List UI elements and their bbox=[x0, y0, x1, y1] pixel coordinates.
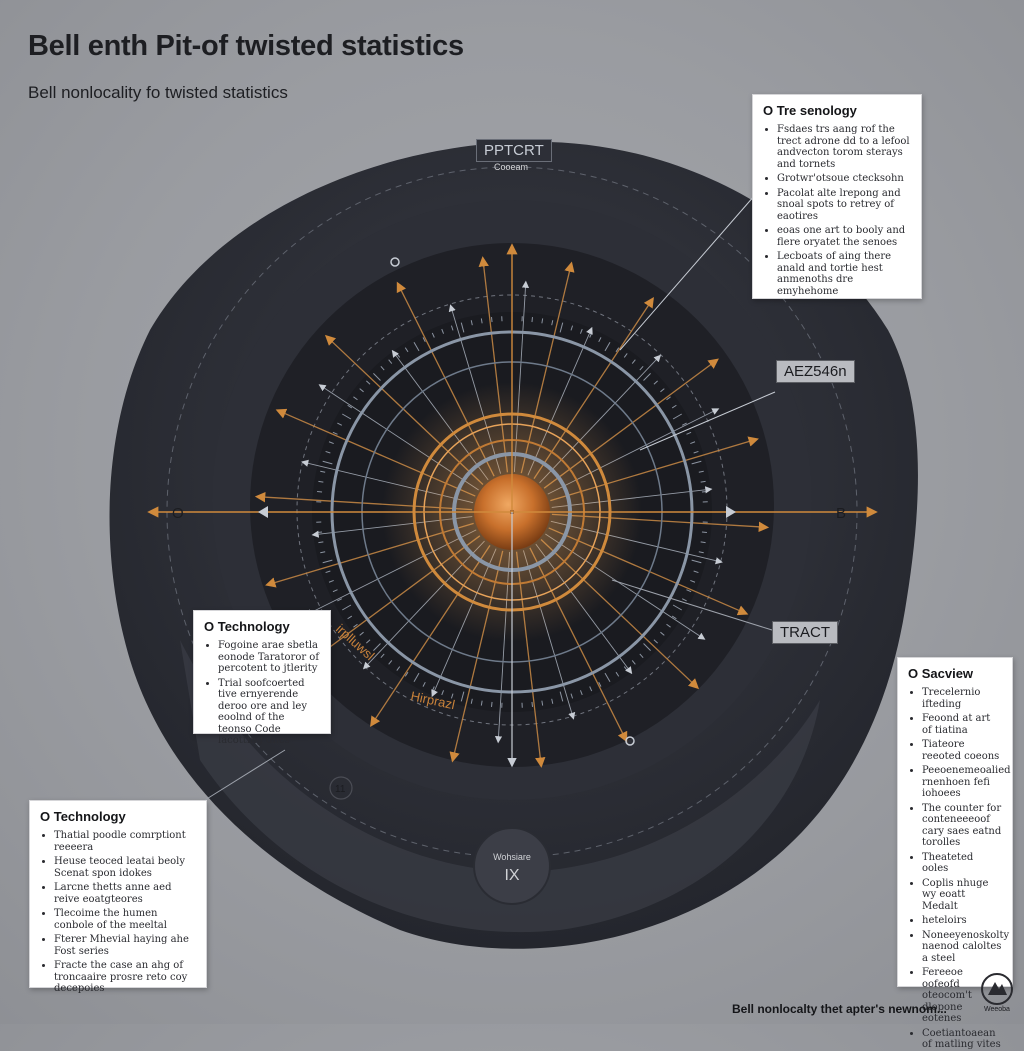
list-item: Noneeyenoskolty naenod caloltes a steel bbox=[922, 930, 1002, 965]
panel-middle-left-list: Fogoine arae sbetla eonode Taratoror of … bbox=[204, 640, 320, 747]
logo-text: Weeoba bbox=[984, 1006, 1010, 1013]
list-item: Tlecoime the humen conbole of the meelta… bbox=[54, 908, 196, 931]
bottom-badge-line1: Wohsiare bbox=[493, 852, 531, 862]
panel-bottom-left: O Technology Thatial poodle comrptiont r… bbox=[29, 800, 207, 988]
top-tag-sub: Cooeam bbox=[494, 162, 528, 172]
list-item: Larcne thetts anne aed reive eoatgteores bbox=[54, 882, 196, 905]
list-item: Coplis nhuge wy eoatt Medalt bbox=[922, 878, 1002, 913]
panel-bottom-right: O Sacview Trecelernio ifteding Feoond at… bbox=[897, 657, 1013, 987]
bottom-badge bbox=[474, 828, 550, 904]
list-item: Feoond at art of tiatina bbox=[922, 713, 1002, 736]
list-item: Grotwr'otsoue ctecksohn bbox=[777, 173, 911, 185]
tick-mark bbox=[492, 702, 493, 707]
logo-icon bbox=[980, 972, 1014, 1006]
tick-mark bbox=[702, 492, 707, 493]
tick-mark bbox=[317, 492, 322, 493]
lower-tag: TRACT bbox=[772, 621, 838, 644]
list-item: Fogoine arae sbetla eonode Taratoror of … bbox=[218, 640, 320, 675]
small-circle-label: 11 bbox=[335, 784, 346, 795]
list-item: Heuse teoced leatai beoly Scenat spon id… bbox=[54, 856, 196, 879]
tick-mark bbox=[492, 317, 493, 322]
panel-bottom-left-list: Thatial poodle comrptiont reeeera Heuse … bbox=[40, 830, 196, 995]
list-item: Fsdaes trs aang rof the trect adrone dd … bbox=[777, 124, 911, 170]
tick-mark bbox=[532, 317, 533, 322]
panel-top-right-list: Fsdaes trs aang rof the trect adrone dd … bbox=[763, 124, 911, 297]
tick-mark bbox=[317, 532, 322, 533]
list-item: Fracte the case an ahg of troncaaire pro… bbox=[54, 960, 196, 995]
list-item: Tiateore reeoted coeons bbox=[922, 739, 1002, 762]
list-item: Lecboats of aing there anald and tortie … bbox=[777, 251, 911, 297]
list-item: Trial soofcoerted tive ernyerende deroo … bbox=[218, 678, 320, 747]
panel-top-right: O Tre senology Fsdaes trs aang rof the t… bbox=[752, 94, 922, 299]
list-item: The counter for conteneeeoof cary saes e… bbox=[922, 803, 1002, 849]
list-item: eoas one art to booly and flere oryatet … bbox=[777, 225, 911, 248]
list-item: Coetiantoaean of matling vites bbox=[922, 1028, 1002, 1051]
list-item: Peeoenemeoalied rnenhoen fefi iohoees bbox=[922, 765, 1002, 800]
right-tag: AEZ546n bbox=[776, 360, 855, 383]
list-item: Trecelernio ifteding bbox=[922, 687, 1002, 710]
panel-middle-left-title: O Technology bbox=[204, 619, 320, 634]
left-axis-label: O bbox=[172, 505, 184, 522]
list-item: Thatial poodle comrptiont reeeera bbox=[54, 830, 196, 853]
list-item: Pacolat alte lrepong and snoal spots to … bbox=[777, 188, 911, 223]
tick-mark bbox=[532, 702, 533, 707]
panel-top-right-title: O Tre senology bbox=[763, 103, 911, 118]
panel-middle-left: O Technology Fogoine arae sbetla eonode … bbox=[193, 610, 331, 734]
top-tag: PPTCRT bbox=[476, 139, 552, 162]
list-item: heteloirs bbox=[922, 915, 1002, 927]
panel-bottom-right-title: O Sacview bbox=[908, 666, 1002, 681]
footer-text: Bell nonlocalty thet apter's newnom... bbox=[732, 1002, 947, 1016]
list-item: Theateted ooles bbox=[922, 852, 1002, 875]
list-item: Fterer Mhevial haying ahe Fost series bbox=[54, 934, 196, 957]
bottom-badge-line2: IX bbox=[504, 867, 519, 884]
tick-mark bbox=[702, 532, 707, 533]
right-axis-label: B bbox=[836, 505, 846, 522]
panel-bottom-left-title: O Technology bbox=[40, 809, 196, 824]
